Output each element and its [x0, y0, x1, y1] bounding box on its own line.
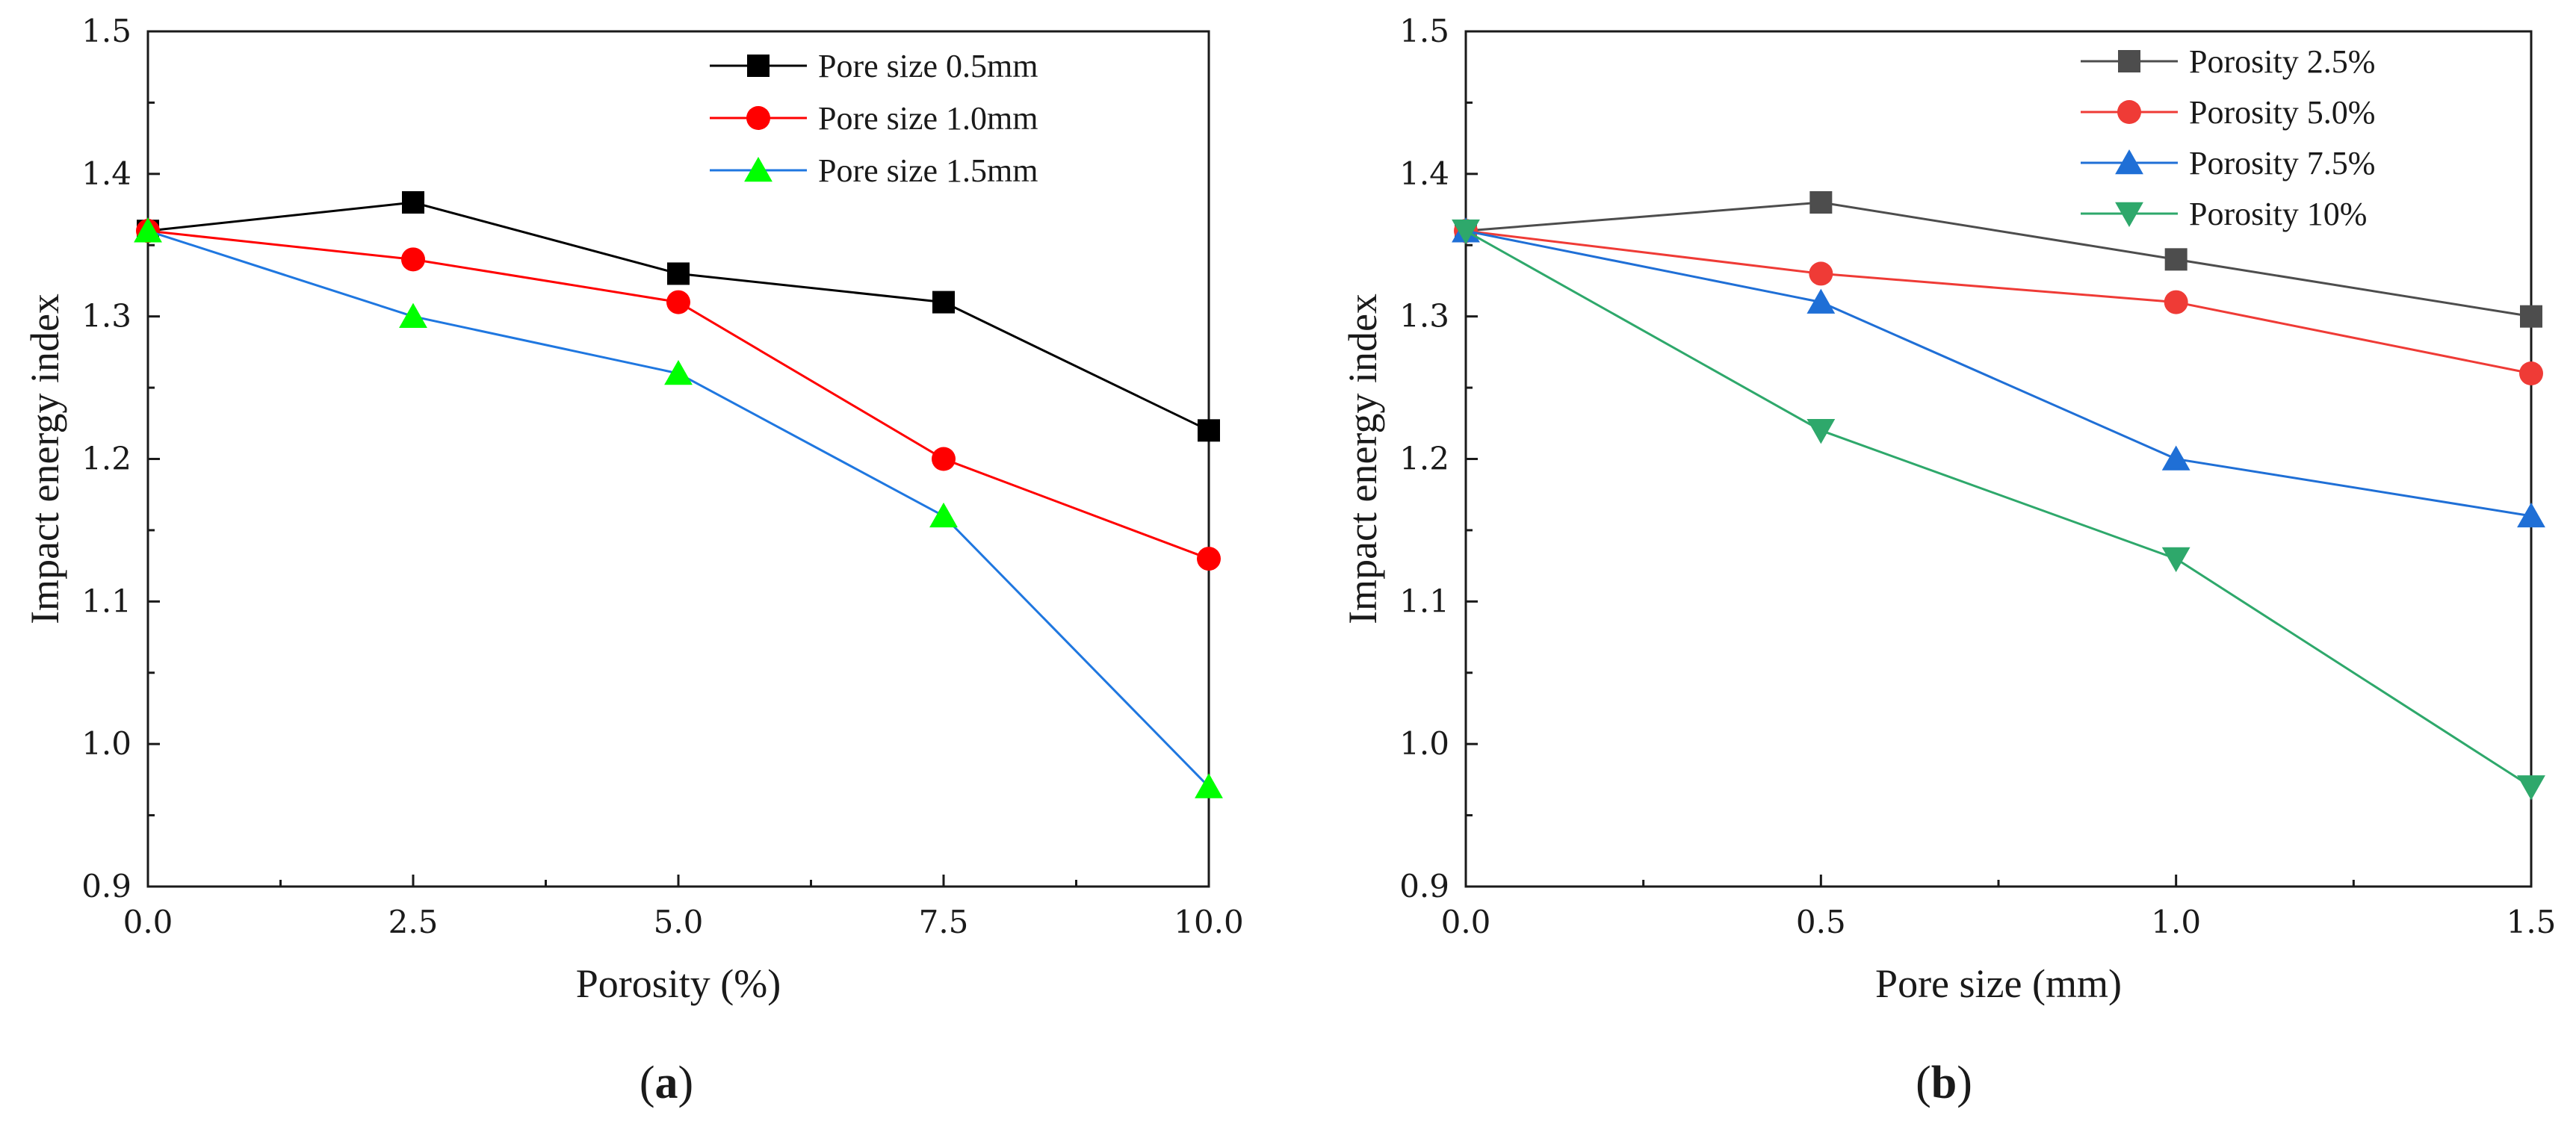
legend-marker-a-1: [746, 106, 770, 130]
y-tick-label-a: 1.2: [81, 441, 131, 477]
data-point-b-0: [2164, 248, 2188, 271]
legend-marker-b-0: [2118, 50, 2140, 72]
x-tick-label-a: 7.5: [919, 904, 969, 940]
panel-label-a-letter: a: [655, 1058, 678, 1108]
data-point-b-0: [2520, 305, 2542, 328]
data-point-b-1: [1809, 261, 1833, 286]
y-tick-label-b: 1.3: [1399, 298, 1449, 335]
data-point-b-3: [2517, 775, 2545, 801]
panel-label-a: (a): [640, 1058, 693, 1108]
x-tick-label-a: 0.0: [123, 904, 173, 940]
series-a-2: [134, 217, 1223, 798]
series-line-b-1: [1465, 229, 2532, 375]
legend-marker-a-2: [744, 157, 773, 182]
data-point-a-0: [1198, 419, 1220, 442]
x-tick-label-b: 0.5: [1796, 904, 1846, 940]
data-point-a-2: [664, 360, 693, 385]
y-axis-title-a: Impact energy index: [22, 294, 67, 624]
series-line-b-3: [1465, 229, 2532, 788]
data-point-a-2: [399, 302, 427, 328]
chart-panel-b: 0.0 0.5 1.0 1.5 0.9 1.0 1.1 1.2 1.3 1.4 1.5 Pore si…: [1340, 13, 2556, 1006]
data-point-b-3: [1806, 419, 1836, 444]
panel-label-a-close: ): [678, 1058, 694, 1108]
panel-label-b-close: ): [1957, 1058, 1972, 1108]
series-line-b-2: [1465, 229, 2532, 518]
legend-marker-b-2: [2115, 149, 2143, 175]
y-tick-label-a: 1.0: [81, 725, 131, 762]
x-axis-title-b: Pore size (mm): [1875, 961, 2122, 1006]
legend-b: Porosity 2.5% Porosity 5.0% Porosity 7.5% P…: [2081, 43, 2375, 232]
y-tick-label-a: 1.4: [81, 155, 131, 192]
panel-label-b: (b): [1916, 1058, 1972, 1108]
x-tick-label-b: 1.0: [2151, 904, 2201, 940]
legend-label-a-2: Pore size 1.5mm: [818, 152, 1038, 189]
data-point-a-1: [932, 447, 956, 471]
data-point-a-0: [932, 291, 955, 314]
data-point-a-0: [667, 262, 690, 285]
y-tick-label-b: 0.9: [1399, 868, 1449, 904]
x-tick-label-a: 5.0: [654, 904, 704, 940]
data-point-b-1: [2164, 290, 2188, 314]
data-point-a-1: [666, 290, 690, 314]
y-tick-label-a: 1.5: [81, 13, 131, 49]
legend-label-b-2: Porosity 7.5%: [2189, 145, 2375, 181]
legend-marker-b-3: [2115, 202, 2143, 227]
legend-label-a-1: Pore size 1.0mm: [818, 100, 1038, 137]
data-point-a-2: [134, 217, 162, 243]
x-tick-label-a: 2.5: [388, 904, 439, 940]
series-b-1: [1454, 219, 2543, 385]
series-line-a-0: [147, 201, 1210, 432]
legend-a: Pore size 0.5mm Pore size 1.0mm Pore size …: [710, 48, 1038, 189]
data-point-a-2: [1195, 773, 1223, 798]
series-b-0: [1455, 191, 2542, 328]
y-tick-label-b: 1.4: [1399, 155, 1449, 192]
y-tick-label-a: 1.1: [81, 583, 131, 619]
data-point-a-1: [401, 247, 425, 272]
x-tick-label-a: 10.0: [1174, 904, 1244, 940]
chart-panel-a: 0.0 2.5 5.0 7.5 10.0 0.9 1.0 1.1 1.2 1.3 1.4 1.5 Por…: [22, 13, 1244, 1006]
series-b-3: [1452, 219, 2545, 801]
y-tick-label-a: 0.9: [81, 868, 131, 904]
x-tick-label-b: 0.0: [1441, 904, 1491, 940]
y-tick-label-b: 1.0: [1399, 725, 1449, 762]
data-point-a-1: [1197, 547, 1221, 571]
data-point-b-0: [1809, 191, 1833, 214]
panel-label-b-letter: b: [1931, 1058, 1957, 1108]
y-tick-label-b: 1.5: [1399, 13, 1449, 49]
series-line-b-0: [1465, 201, 2532, 318]
y-tick-label-b: 1.2: [1399, 441, 1449, 477]
series-line-a-2: [147, 229, 1210, 788]
legend-label-b-0: Porosity 2.5%: [2189, 43, 2375, 80]
data-point-a-0: [402, 191, 424, 214]
panel-label-b-open: (: [1916, 1058, 1931, 1108]
series-a-0: [137, 191, 1220, 442]
x-tick-label-b: 1.5: [2507, 904, 2557, 940]
data-point-b-3: [1452, 219, 1480, 245]
legend-label-b-3: Porosity 10%: [2189, 196, 2367, 232]
data-point-a-2: [929, 502, 958, 528]
data-point-b-2: [1806, 288, 1836, 314]
legend-marker-a-0: [747, 55, 770, 77]
plot-frame-a: [146, 30, 1210, 888]
panel-label-a-open: (: [640, 1058, 655, 1108]
y-tick-label-b: 1.1: [1399, 583, 1449, 619]
data-point-b-2: [2517, 502, 2545, 528]
x-axis-title-a: Porosity (%): [576, 961, 781, 1006]
y-axis-title-b: Impact energy index: [1340, 294, 1385, 624]
data-point-b-3: [2161, 547, 2190, 573]
legend-marker-b-1: [2117, 100, 2141, 124]
y-tick-label-a: 1.3: [81, 298, 131, 335]
legend-label-a-0: Pore size 0.5mm: [818, 48, 1038, 84]
data-point-b-2: [2161, 445, 2190, 471]
data-point-b-1: [2519, 361, 2543, 385]
series-b-2: [1452, 217, 2545, 528]
legend-label-b-1: Porosity 5.0%: [2189, 94, 2375, 131]
